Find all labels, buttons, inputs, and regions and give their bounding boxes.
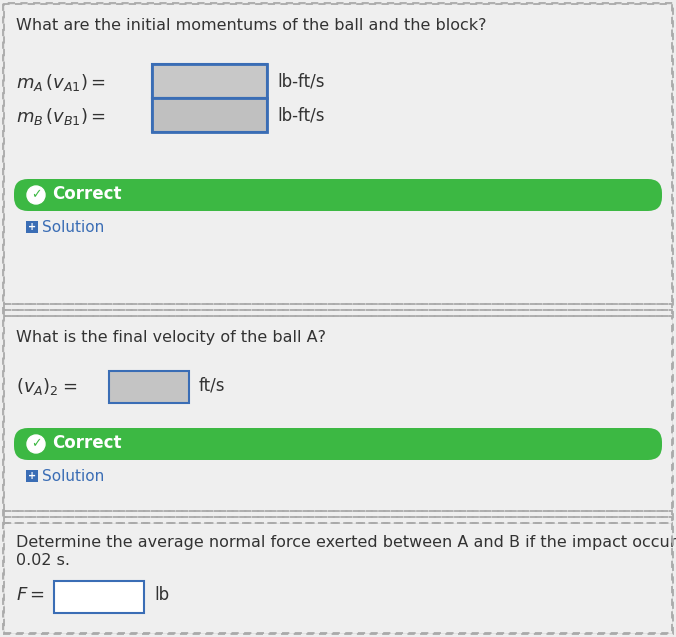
Bar (4, 517, 672, 523)
Text: ft/s: ft/s (199, 376, 226, 394)
Text: $F =$: $F =$ (16, 586, 45, 604)
FancyBboxPatch shape (14, 428, 662, 460)
Text: lb-ft/s: lb-ft/s (277, 72, 324, 90)
Bar (152, 64, 267, 98)
Text: What are the initial momentums of the ball and the block?: What are the initial momentums of the ba… (16, 18, 487, 33)
Bar (4, 316, 672, 511)
Text: $m_B\,(v_{B1}) =$: $m_B\,(v_{B1}) =$ (16, 106, 106, 127)
Bar (4, 4, 672, 304)
Text: 0.02 s.: 0.02 s. (16, 553, 70, 568)
Text: +: + (28, 471, 36, 481)
Bar (26, 470, 38, 482)
Bar (109, 371, 189, 403)
Text: Solution: Solution (42, 220, 104, 235)
Text: ✓: ✓ (30, 189, 41, 201)
Bar (152, 98, 267, 132)
Bar (4, 523, 672, 633)
Text: ✓: ✓ (30, 438, 41, 450)
Text: $(v_A)_2 =$: $(v_A)_2 =$ (16, 376, 77, 397)
Text: $m_A\,(v_{A1}) =$: $m_A\,(v_{A1}) =$ (16, 72, 106, 93)
Text: Correct: Correct (52, 434, 122, 452)
Text: Solution: Solution (42, 469, 104, 484)
Text: +: + (28, 222, 36, 232)
Bar (4, 4, 672, 304)
Bar (4, 304, 672, 310)
Text: Correct: Correct (52, 185, 122, 203)
Bar (26, 221, 38, 233)
Bar (4, 316, 672, 511)
Circle shape (27, 435, 45, 453)
Bar (4, 310, 672, 316)
Text: Determine the average normal force exerted between A and B if the impact occurs : Determine the average normal force exert… (16, 535, 676, 550)
Text: lb-ft/s: lb-ft/s (277, 106, 324, 124)
Text: What is the final velocity of the ball A?: What is the final velocity of the ball A… (16, 330, 326, 345)
Bar (4, 511, 672, 517)
Bar (54, 581, 144, 613)
Bar (152, 64, 267, 132)
Circle shape (27, 186, 45, 204)
FancyBboxPatch shape (14, 179, 662, 211)
Bar (4, 523, 672, 633)
Text: lb: lb (154, 586, 169, 604)
